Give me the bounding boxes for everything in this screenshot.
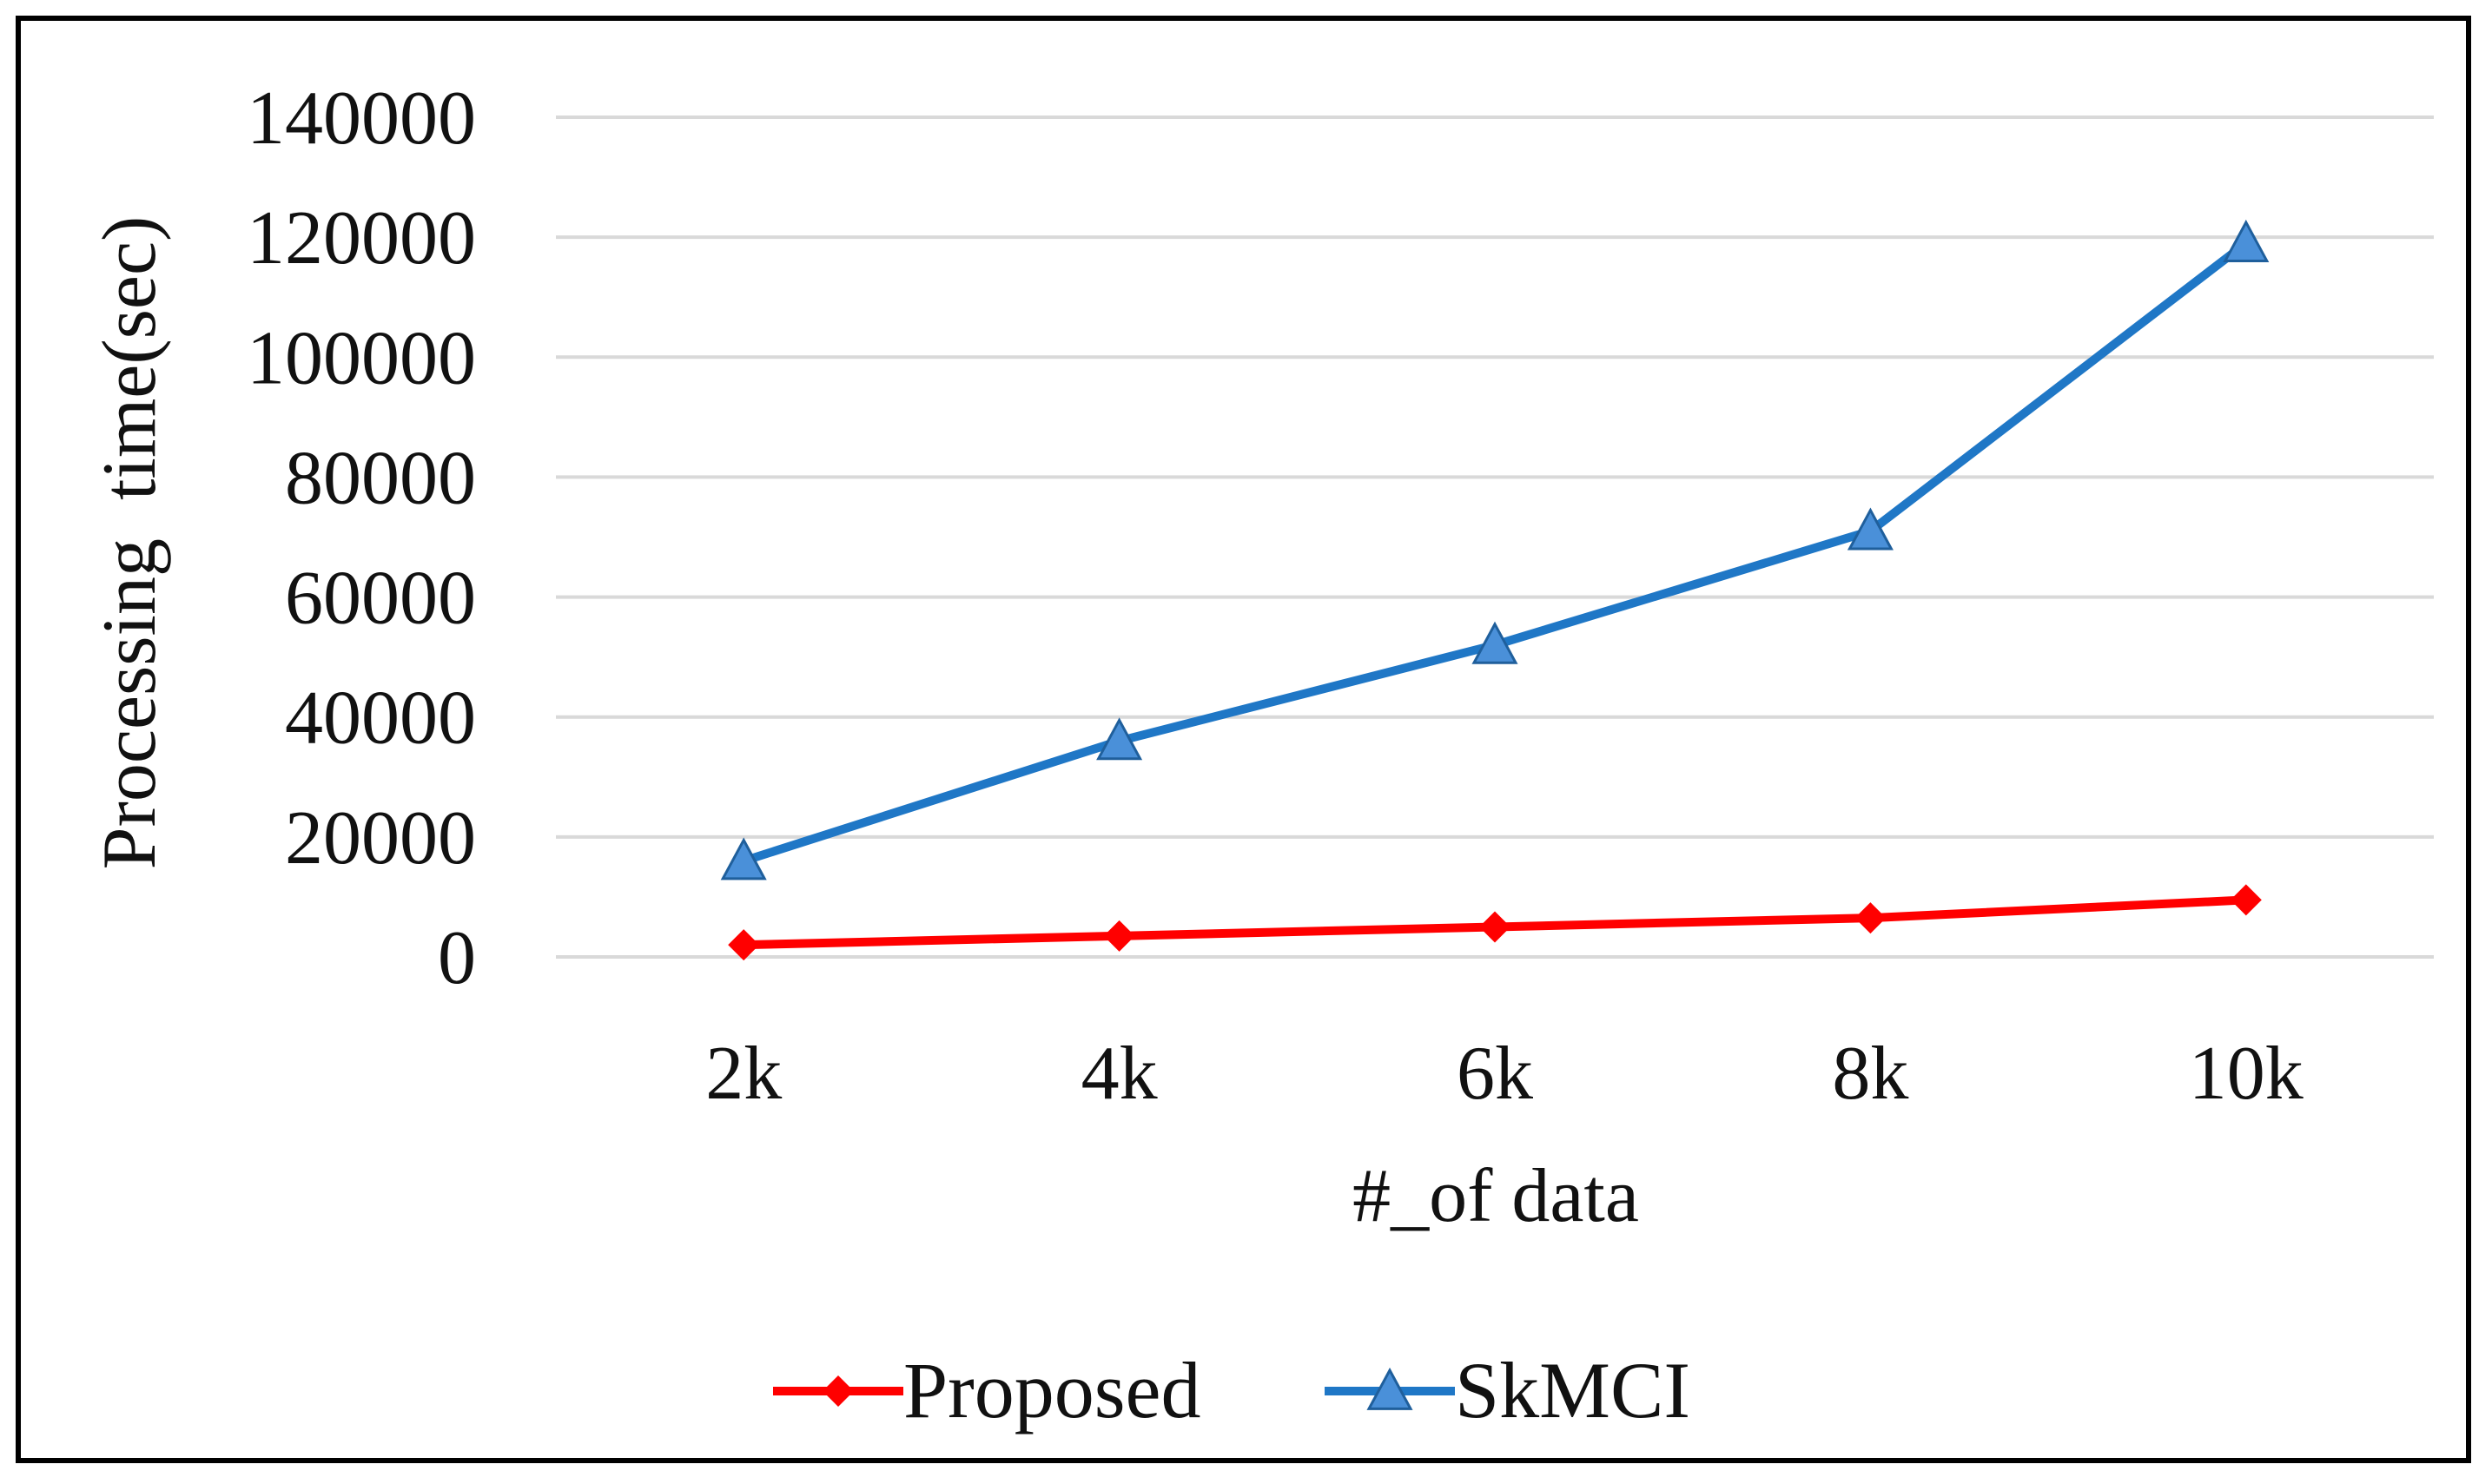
y-tick-labels: 0 20000 40000 60000 80000 100000 120000 140000 (247, 76, 476, 1000)
y-tick-label: 140000 (247, 76, 476, 161)
x-tick-label: 10k (2189, 1032, 2304, 1116)
x-tick-label: 2k (705, 1032, 782, 1116)
data-point-proposed (1103, 920, 1135, 952)
y-tick-label: 60000 (285, 557, 476, 641)
legend: Proposed SkMCI (773, 1346, 1690, 1435)
y-tick-label: 20000 (285, 796, 476, 881)
data-point-proposed (2230, 884, 2262, 916)
legend-swatch-marker (823, 1375, 854, 1407)
data-point-proposed (728, 929, 760, 961)
series-lines (739, 239, 2251, 950)
data-point-skmci (2223, 219, 2270, 262)
y-tick-label: 80000 (285, 436, 476, 520)
x-tick-label: 8k (1832, 1032, 1908, 1116)
y-tick-label: 120000 (247, 196, 476, 280)
series-line-skmci (739, 239, 2251, 866)
y-tick-label: 100000 (247, 316, 476, 400)
x-tick-labels: 2k 4k 6k 8k 10k (705, 1032, 2304, 1116)
data-point-proposed (1479, 911, 1510, 943)
legend-label-proposed: Proposed (903, 1346, 1200, 1435)
y-tick-label: 40000 (285, 676, 476, 761)
y-axis-title: Processing time(sec) (88, 216, 172, 870)
data-point-skmci (720, 837, 767, 881)
data-point-skmci (1096, 717, 1143, 761)
chart-frame (16, 16, 2471, 1463)
legend-swatch-marker (1366, 1367, 1413, 1410)
data-point-proposed (1854, 902, 1887, 934)
x-tick-label: 4k (1081, 1032, 1158, 1116)
legend-label-skmci: SkMCI (1455, 1346, 1690, 1435)
gridlines (556, 115, 2434, 959)
x-axis-title: #_of data (1352, 1154, 1639, 1238)
x-tick-label: 6k (1457, 1032, 1533, 1116)
series-markers (720, 219, 2270, 961)
data-point-skmci (1847, 507, 1894, 551)
data-point-skmci (1471, 621, 1518, 664)
y-tick-label: 0 (438, 916, 476, 1000)
